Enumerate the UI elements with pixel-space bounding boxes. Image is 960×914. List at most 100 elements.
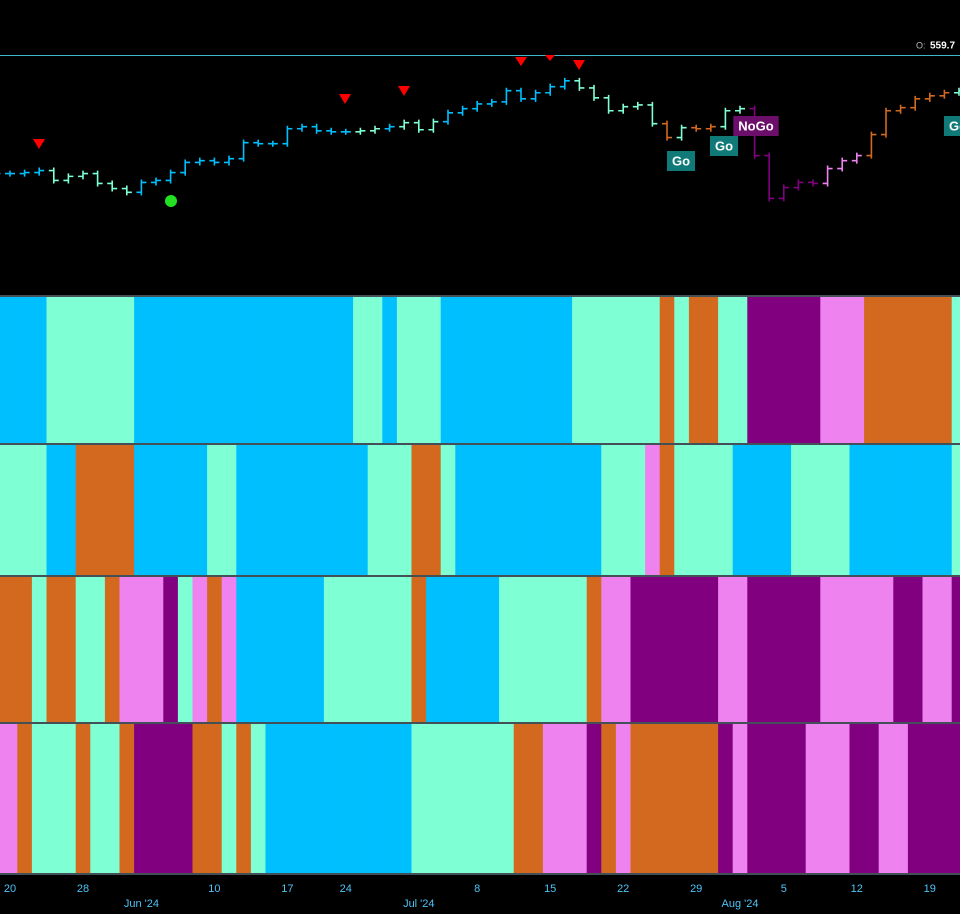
regime-cell <box>630 297 646 443</box>
regime-cell <box>951 577 960 722</box>
price-bar <box>574 77 585 91</box>
regime-cell <box>265 297 281 443</box>
regime-cell <box>2 724 18 873</box>
regime-cell <box>484 724 500 873</box>
regime-cell <box>119 445 135 575</box>
price-bar <box>647 101 658 127</box>
x-tick-label: 5 <box>781 883 787 895</box>
regime-cell <box>528 724 544 873</box>
regime-cell <box>922 724 938 873</box>
regime-cell <box>75 297 91 443</box>
regime-cell <box>17 724 33 873</box>
regime-cell <box>805 445 821 575</box>
regime-cell <box>791 724 807 873</box>
regime-cell <box>163 724 179 873</box>
regime-cell <box>747 445 763 575</box>
regime-cell <box>645 724 661 873</box>
regime-cell <box>46 297 62 443</box>
regime-cell <box>469 577 486 722</box>
x-tick-label: 15 <box>544 883 556 895</box>
regime-cell <box>615 577 632 722</box>
regime-cell <box>163 297 179 443</box>
regime-cell <box>426 724 442 873</box>
regime-cell <box>615 297 632 443</box>
regime-cell <box>528 445 544 575</box>
price-bar <box>910 95 921 111</box>
price-bar <box>428 118 439 133</box>
regime-cell <box>484 445 500 575</box>
regime-cell <box>90 724 106 873</box>
regime-cell <box>61 297 77 443</box>
regime-cell <box>0 445 4 575</box>
regime-cell <box>630 445 646 575</box>
price-bar <box>399 119 410 130</box>
regime-cell <box>90 297 106 443</box>
regime-cell <box>134 445 150 575</box>
price-bar <box>267 140 278 147</box>
regime-cell <box>864 297 880 443</box>
regime-cell <box>747 724 763 873</box>
regime-cell <box>572 445 588 575</box>
price-bar <box>924 92 935 102</box>
regime-cell <box>761 445 778 575</box>
price-bar <box>107 180 118 192</box>
price-bar <box>822 165 833 187</box>
regime-cell <box>294 297 310 443</box>
regime-cell <box>382 724 398 873</box>
regime-cell <box>922 297 938 443</box>
x-tick-label: 22 <box>617 883 629 895</box>
x-tick-label: 29 <box>690 883 702 895</box>
price-bar <box>720 107 731 130</box>
regime-cell <box>31 724 48 873</box>
price-bar <box>866 131 877 159</box>
regime-cell <box>280 724 296 873</box>
regime-cell <box>703 577 719 722</box>
regime-cell <box>207 724 223 873</box>
regime-cell <box>338 297 354 443</box>
regime-cell <box>761 724 778 873</box>
regime-cell <box>134 297 150 443</box>
regime-cell <box>163 445 179 575</box>
regime-cell <box>382 445 398 575</box>
regime-cell <box>864 577 880 722</box>
price-bar <box>180 159 191 176</box>
regime-cell <box>323 577 340 722</box>
last-open-value: 559.7 <box>930 41 955 52</box>
price-bar <box>384 123 395 132</box>
regime-cell <box>323 724 340 873</box>
regime-cell <box>236 724 252 873</box>
price-bar <box>516 87 526 102</box>
regime-cell <box>645 577 661 722</box>
regime-cell <box>820 445 836 575</box>
regime-cell <box>396 577 413 722</box>
signal-label: Go <box>672 153 690 168</box>
regime-cell <box>207 445 223 575</box>
regime-cell <box>119 577 135 722</box>
regime-cell <box>280 297 296 443</box>
regime-cell <box>878 724 894 873</box>
price-bar <box>194 157 205 166</box>
regime-cell <box>805 724 821 873</box>
price-bar <box>545 83 556 96</box>
price-bar <box>735 105 745 114</box>
price-bar <box>881 107 891 138</box>
regime-cell <box>703 445 719 575</box>
regime-cell <box>630 724 646 873</box>
regime-cell <box>31 577 48 722</box>
regime-cell <box>221 577 237 722</box>
regime-cell <box>411 577 427 722</box>
price-bar <box>5 170 15 177</box>
price-bar <box>486 98 497 107</box>
regime-cell <box>46 724 62 873</box>
regime-cell <box>309 445 325 575</box>
regime-cell <box>834 297 851 443</box>
regime-cell <box>148 297 164 443</box>
price-bar <box>662 120 672 141</box>
regime-cell <box>221 724 237 873</box>
regime-cell <box>864 724 880 873</box>
x-tick-label: 28 <box>77 883 89 895</box>
regime-cell <box>294 724 310 873</box>
regime-cell <box>148 724 164 873</box>
regime-cell <box>659 445 675 575</box>
